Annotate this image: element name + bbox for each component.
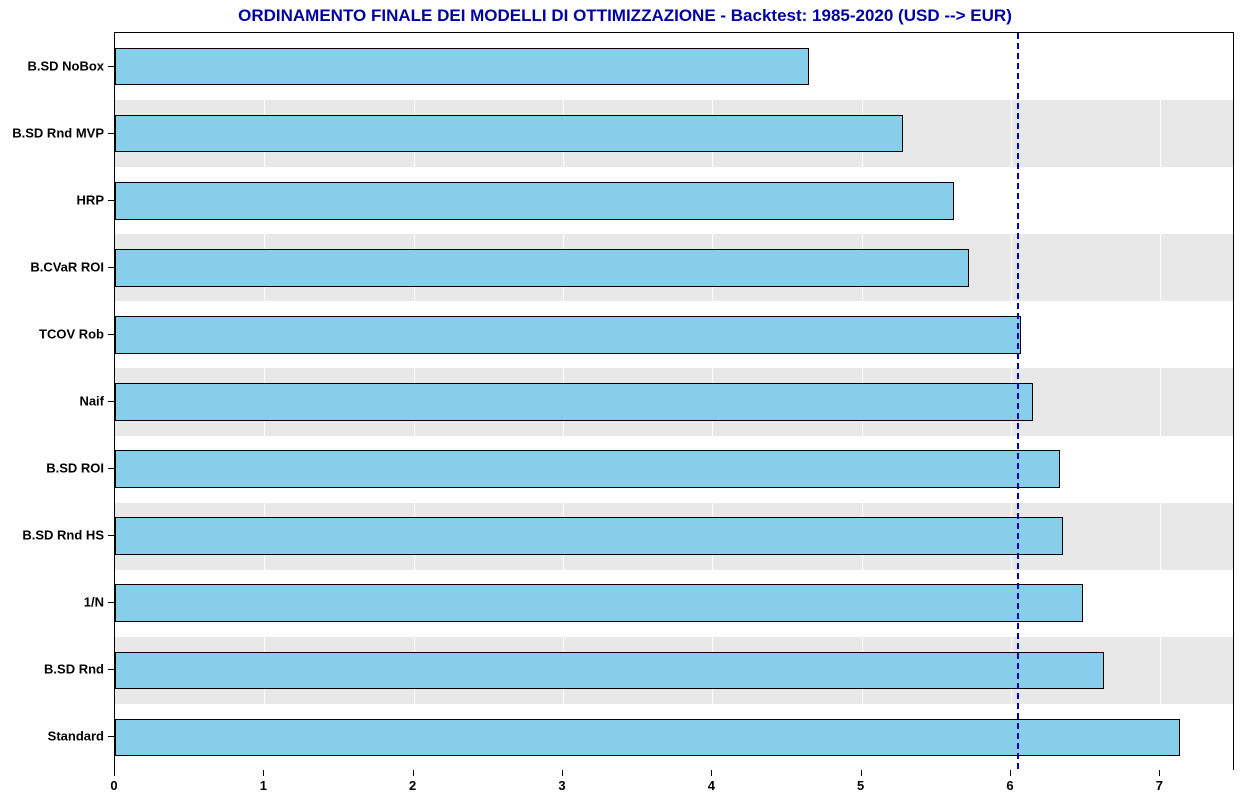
y-tick — [108, 602, 114, 603]
x-axis-label: 5 — [857, 778, 864, 793]
x-axis-label: 6 — [1006, 778, 1013, 793]
x-axis-label: 4 — [708, 778, 715, 793]
bar — [115, 316, 1021, 354]
bar — [115, 719, 1180, 757]
chart-title: ORDINAMENTO FINALE DEI MODELLI DI OTTIMI… — [0, 6, 1250, 26]
x-tick — [711, 770, 712, 776]
reference-line — [1017, 33, 1019, 769]
bar — [115, 249, 969, 287]
x-axis-label: 2 — [409, 778, 416, 793]
chart-container: ORDINAMENTO FINALE DEI MODELLI DI OTTIMI… — [0, 0, 1250, 796]
y-tick — [108, 535, 114, 536]
bar — [115, 584, 1083, 622]
x-tick — [263, 770, 264, 776]
x-axis-label: 1 — [260, 778, 267, 793]
y-axis-label: B.SD Rnd HS — [22, 528, 104, 543]
x-tick — [1159, 770, 1160, 776]
grid-line — [1160, 33, 1161, 769]
y-tick — [108, 401, 114, 402]
x-axis-label: 7 — [1156, 778, 1163, 793]
y-axis-label: B.SD Rnd MVP — [12, 125, 104, 140]
y-tick — [108, 66, 114, 67]
bar — [115, 517, 1063, 555]
bar — [115, 48, 809, 86]
y-tick — [108, 334, 114, 335]
y-tick — [108, 736, 114, 737]
y-axis-label: B.SD Rnd — [44, 662, 104, 677]
x-tick — [861, 770, 862, 776]
bar — [115, 182, 954, 220]
bar — [115, 383, 1033, 421]
y-tick — [108, 200, 114, 201]
x-axis-label: 3 — [558, 778, 565, 793]
y-tick — [108, 669, 114, 670]
x-tick — [1010, 770, 1011, 776]
y-axis-label: B.CVaR ROI — [30, 259, 104, 274]
x-tick — [114, 770, 115, 776]
x-tick — [413, 770, 414, 776]
y-axis-label: B.SD NoBox — [27, 58, 104, 73]
y-axis-label: HRP — [77, 192, 104, 207]
y-tick — [108, 267, 114, 268]
y-axis-label: Standard — [48, 729, 104, 744]
y-axis-label: Naif — [79, 394, 104, 409]
y-axis-label: 1/N — [84, 595, 104, 610]
bar — [115, 450, 1060, 488]
plot-area — [114, 32, 1234, 770]
bar — [115, 652, 1104, 690]
y-tick — [108, 468, 114, 469]
x-tick — [562, 770, 563, 776]
x-axis-label: 0 — [110, 778, 117, 793]
y-axis-label: B.SD ROI — [46, 461, 104, 476]
bar — [115, 115, 903, 153]
y-tick — [108, 133, 114, 134]
y-axis-label: TCOV Rob — [39, 326, 104, 341]
